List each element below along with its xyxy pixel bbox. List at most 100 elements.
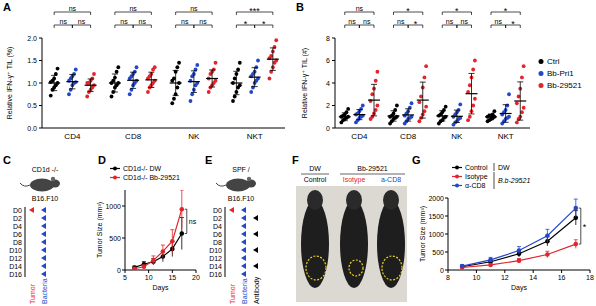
y-tick-label: 2000 [428,195,444,202]
dot-panel: 02468Relative IFN-γ⁺ TIL (#)CD4CD8NKNKTn… [301,5,582,142]
error-cap [391,110,397,111]
error-cap [469,73,475,74]
dot [268,77,272,81]
legend-group-bracket [494,163,495,171]
dot [190,92,194,96]
error-cap [517,120,523,121]
dot [520,75,524,79]
panel-label: D [98,154,106,166]
timeline [25,207,26,277]
treatment-arrow [241,223,246,229]
error-cap [503,122,509,123]
legend-marker [455,175,459,179]
error-cap [270,47,276,48]
dot [417,119,421,123]
treatment-arrow [241,215,246,221]
x-tick [504,270,505,273]
figure: ABCDEFG0.00.51.01.52.0Relative IFN-γ⁺ TI… [0,0,596,306]
track-label: Bacteria [241,278,248,304]
error-cap [233,71,239,72]
y-axis-title: Relative IFN-γ⁺ TIL (%) [6,47,14,120]
y-axis-title: Relative IFN-γ⁺ TIL (#) [301,48,309,118]
panel-label: F [292,154,299,166]
y-tick-label: 1000 [105,203,121,210]
group-label: Isotype [343,176,366,184]
mouse-head [50,180,60,188]
sig-label: *** [249,6,260,16]
sig-bracket [194,25,212,28]
treatment-arrow [241,263,246,269]
treatment-arrow [41,215,46,221]
error-cap [545,229,549,230]
legend-group-bracket [494,172,495,189]
dot [515,120,519,124]
sig-label: * [414,19,418,29]
dot [507,92,511,96]
legend-label: Bb-29521 [547,81,582,90]
error-cap [391,121,397,122]
x-axis [42,128,285,129]
point [545,234,550,239]
treatment-arrow [29,207,34,213]
sig-label: ns [363,18,371,25]
dot [376,70,380,74]
point [180,207,185,212]
dot [170,101,174,105]
error-cap [88,78,94,79]
treatment-label: DW [309,165,321,172]
treatment-arrow [41,239,46,245]
legend-marker [455,184,459,188]
error-cap [356,119,362,120]
legend-marker [539,59,544,64]
x-tick [448,270,449,273]
dot [49,94,53,98]
x-tick-label: 18 [586,274,594,281]
x-tick [561,270,562,273]
legend-label: Ctrl [547,57,560,66]
sig-label: ns [199,18,207,25]
mean-line [170,82,182,83]
x-tick-label: 15 [168,274,176,281]
legend-marker [455,166,459,170]
y-tick-label: 500 [109,235,121,242]
error-cap [191,92,197,93]
dot [410,101,414,105]
error-cap [503,104,509,105]
photo-background [296,186,407,302]
sig-label: * [244,19,248,29]
panel-label: G [412,154,421,166]
mouse-photo [301,200,329,288]
y-tick-label: 1000 [428,231,444,238]
dot [195,63,199,67]
page: {"panel_labels":["A","B","C","D","E","F"… [0,0,596,306]
dot [423,75,427,79]
x-tick-label: 14 [529,274,537,281]
error-cap [574,239,578,240]
sig-label: ns [129,5,137,12]
y-tick-label: 4 [326,80,330,87]
legend-label: CD1d-/- DW [123,165,162,172]
treatment-arrow [41,263,46,269]
mean-line [66,81,78,82]
sig-bracket [394,25,409,28]
error-cap [342,120,348,121]
dot [175,65,179,69]
y-tick-label: 6 [326,57,330,64]
y-axis-title: Tumor Size (mm³) [419,206,427,262]
sig-label: * [511,19,515,29]
error-cap [488,119,494,120]
y-tick-label: 500 [432,249,444,256]
day-label: D4 [213,223,222,230]
y-tick [39,60,42,61]
error-cap [191,70,197,71]
y-tick [445,198,448,199]
x-tick-label: 8 [446,274,450,281]
treatment-underline [301,174,329,175]
dot [116,65,120,69]
x-tick-label: 10 [145,274,153,281]
track-label: Bacteria [41,278,48,304]
y-tick-label: 2 [326,102,330,109]
y-tick [332,60,335,61]
mean-line [436,115,448,116]
dot [468,115,472,119]
